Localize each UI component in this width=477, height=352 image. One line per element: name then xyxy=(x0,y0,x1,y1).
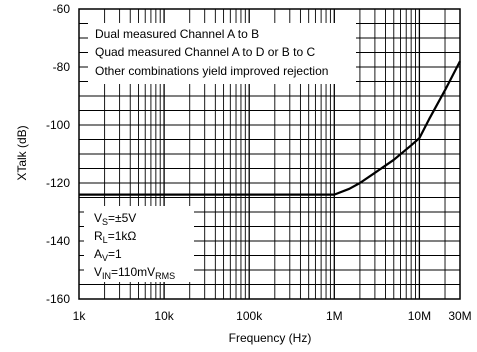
top-note-2: Quad measured Channel A to D or B to C xyxy=(95,45,315,59)
condition-line: AV=1 xyxy=(94,247,122,263)
y-tick-label: -120 xyxy=(46,176,70,190)
x-tick-labels: 1k 10k 100k 1M 10M 30M xyxy=(73,309,472,323)
y-tick-label: -80 xyxy=(53,60,71,74)
condition-line: RL=1kΩ xyxy=(94,229,136,245)
conditions-box: VS=±5V RL=1kΩ AV=1 VIN=110mVRMS xyxy=(84,206,194,282)
condition-line: VIN=110mVRMS xyxy=(94,265,175,281)
conditions-background xyxy=(84,206,194,282)
top-note-1: Dual measured Channel A to B xyxy=(95,27,259,41)
x-axis-label: Frequency (Hz) xyxy=(229,331,312,345)
y-tick-labels: -60 -80 -100 -120 -140 -160 xyxy=(46,2,70,306)
x-tick-label: 1M xyxy=(326,309,343,323)
y-tick-label: -100 xyxy=(46,118,70,132)
plot-frame xyxy=(78,8,461,300)
x-tick-label: 1k xyxy=(73,309,87,323)
y-tick-label: -160 xyxy=(46,292,70,306)
y-axis-label: XTalk (dB) xyxy=(15,125,29,180)
x-tick-label: 100k xyxy=(236,309,263,323)
x-tick-label: 10k xyxy=(154,309,174,323)
top-annotation-box xyxy=(88,23,356,84)
series-line xyxy=(79,60,461,196)
top-annotation: Dual measured Channel A to B Quad measur… xyxy=(88,23,356,84)
top-note-3: Other combinations yield improved reject… xyxy=(95,64,328,78)
condition-line: VS=±5V xyxy=(94,211,136,227)
y-tick-label: -60 xyxy=(53,2,71,16)
x-tick-label: 10M xyxy=(408,309,431,323)
x-tick-label: 30M xyxy=(448,309,471,323)
y-tick-label: -140 xyxy=(46,234,70,248)
